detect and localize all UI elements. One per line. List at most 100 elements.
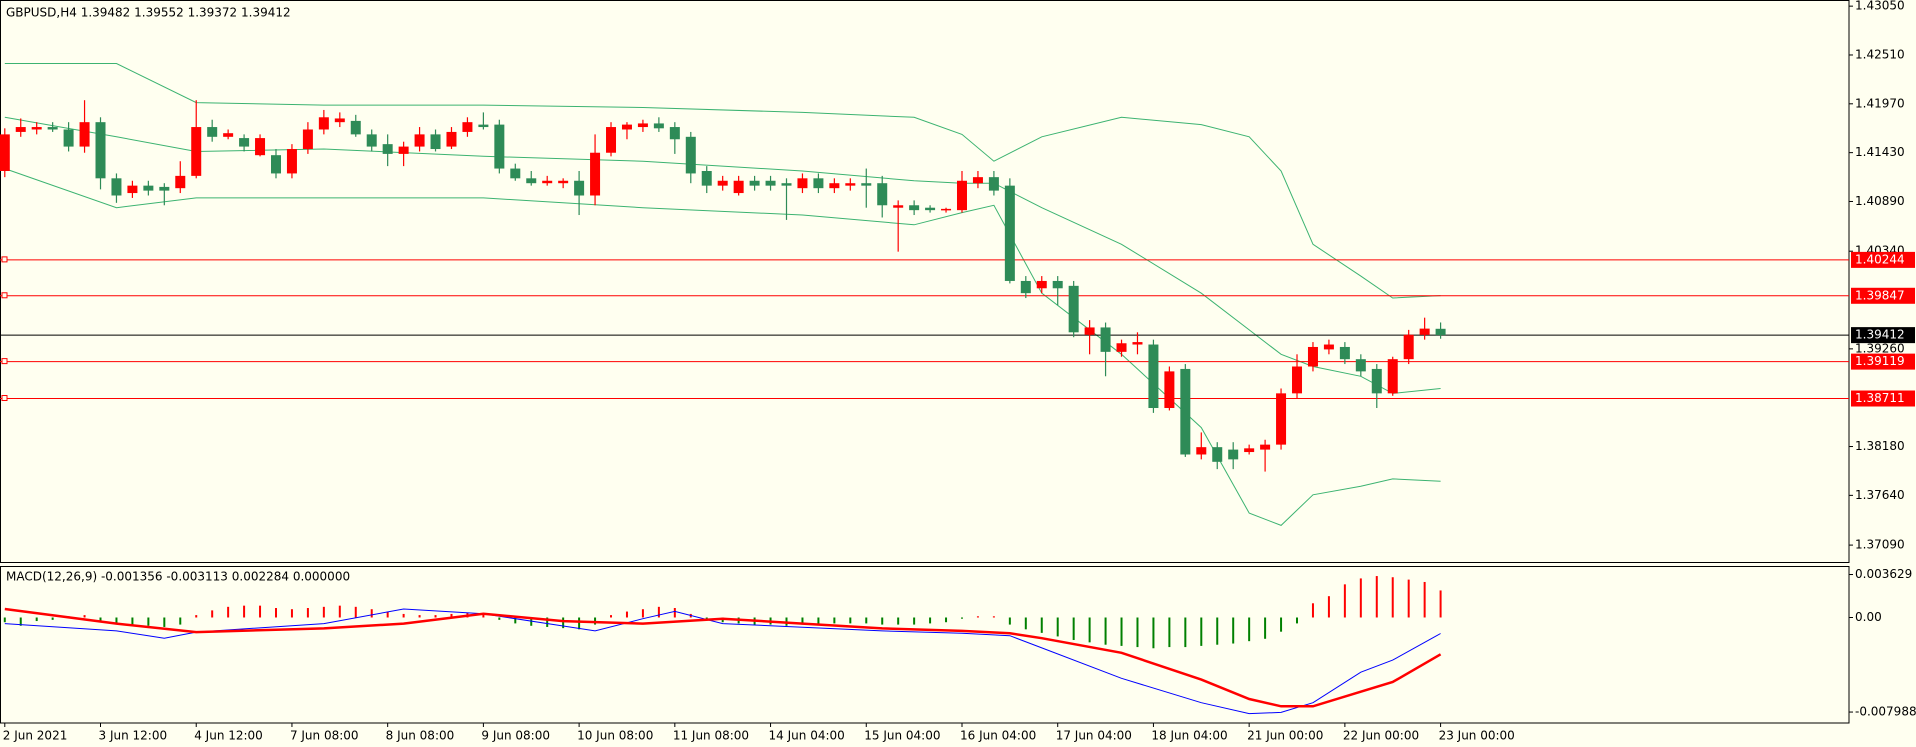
candle-body (207, 127, 218, 137)
candle-body (972, 177, 983, 184)
x-tick-label: 11 Jun 08:00 (673, 729, 749, 743)
candle-body (988, 177, 999, 191)
candle-body (813, 178, 824, 189)
band-line (4, 168, 1441, 526)
x-tick-label: 7 Jun 08:00 (290, 729, 359, 743)
candle-body (478, 124, 489, 128)
candle-body (1004, 185, 1015, 281)
candle-body (1323, 344, 1334, 350)
level-marker (1, 395, 8, 402)
candle-body (941, 208, 952, 211)
candle-body (239, 138, 250, 147)
candle-body (143, 185, 154, 191)
level-label-box (1851, 287, 1915, 304)
candle-body (558, 180, 569, 184)
last-price-label: 1.39412 (1855, 328, 1905, 342)
candle-body (462, 122, 473, 132)
candle-body (1387, 359, 1398, 394)
candle-body (494, 124, 505, 169)
y-tick-label: 1.42510 (1855, 47, 1905, 61)
candle-body (1307, 346, 1318, 367)
candle-body (701, 170, 712, 186)
candle-body (925, 207, 936, 211)
candle-body (270, 155, 281, 174)
candle-body (749, 180, 760, 186)
candle-body (893, 205, 904, 208)
macd-main-line (4, 608, 1441, 715)
candle-body (1403, 334, 1414, 360)
level-label-box (1851, 353, 1915, 370)
macd-panel-frame (0, 566, 1850, 724)
candle-body (382, 144, 393, 154)
candle-body (1260, 444, 1271, 450)
candle-body (334, 118, 345, 123)
candle-body (175, 175, 186, 189)
y-tick-label: 1.37090 (1855, 538, 1905, 552)
level-label: 1.40244 (1855, 252, 1905, 266)
candle-body (430, 134, 441, 150)
x-tick-label: 16 Jun 04:00 (960, 729, 1036, 743)
candle-body (590, 152, 601, 196)
candle-body (1212, 447, 1223, 462)
x-tick-label: 21 Jun 00:00 (1247, 729, 1323, 743)
candle-body (877, 183, 888, 206)
candle-body (31, 127, 42, 130)
candle-body (63, 129, 74, 147)
y-tick-label: 1.43050 (1855, 0, 1905, 13)
candle-body (79, 122, 90, 147)
level-marker (1, 358, 8, 365)
level-marker (1, 256, 8, 263)
y-tick-label: 1.41430 (1855, 145, 1905, 159)
candle-body (159, 186, 170, 191)
candle-body (111, 178, 122, 196)
candle-body (1164, 371, 1175, 409)
macd-signal-line (4, 607, 1442, 708)
candle-body (1052, 280, 1063, 289)
candle-body (1100, 327, 1111, 352)
x-tick-label: 15 Jun 04:00 (864, 729, 940, 743)
x-tick-label: 3 Jun 12:00 (99, 729, 168, 743)
candle-body (223, 133, 234, 137)
candle-body (318, 117, 329, 130)
candle-body (127, 185, 138, 194)
x-tick-label: 18 Jun 04:00 (1151, 729, 1227, 743)
x-tick-label: 9 Jun 08:00 (481, 729, 550, 743)
candle-body (446, 131, 457, 147)
x-tick-label: 4 Jun 12:00 (194, 729, 263, 743)
y-tick-label: 0.00 (1855, 610, 1882, 624)
main-panel-frame (0, 0, 1850, 563)
candle-body (765, 180, 776, 186)
x-tick-label: 8 Jun 08:00 (386, 729, 455, 743)
y-tick-label: 1.37640 (1855, 488, 1905, 502)
candle-body (781, 183, 792, 186)
candle-body (302, 129, 313, 150)
candle-body (797, 178, 808, 189)
candle-body (255, 138, 266, 156)
candle-body (510, 168, 521, 179)
candle-body (829, 183, 840, 189)
candle-body (717, 180, 728, 186)
candle-body (414, 134, 425, 147)
x-tick-label: 10 Jun 08:00 (577, 729, 653, 743)
x-tick-label: 23 Jun 00:00 (1439, 729, 1515, 743)
candle-body (653, 123, 664, 129)
candle-body (1068, 285, 1079, 333)
candle-body (1084, 327, 1095, 335)
candle-body (1116, 343, 1127, 352)
candle-body (1371, 368, 1382, 394)
candle-body (1435, 328, 1446, 336)
candle-body (685, 136, 696, 174)
candle-body (350, 120, 361, 135)
band-line (4, 63, 1441, 299)
candle-body (1292, 366, 1303, 394)
candle-body (1020, 280, 1031, 294)
y-tick-label: 1.41970 (1855, 96, 1905, 110)
candle-body (1196, 447, 1207, 455)
candle-body (637, 123, 648, 128)
y-tick-label: 1.39260 (1855, 341, 1905, 355)
level-label: 1.39847 (1855, 288, 1905, 302)
candle-body (0, 134, 10, 171)
